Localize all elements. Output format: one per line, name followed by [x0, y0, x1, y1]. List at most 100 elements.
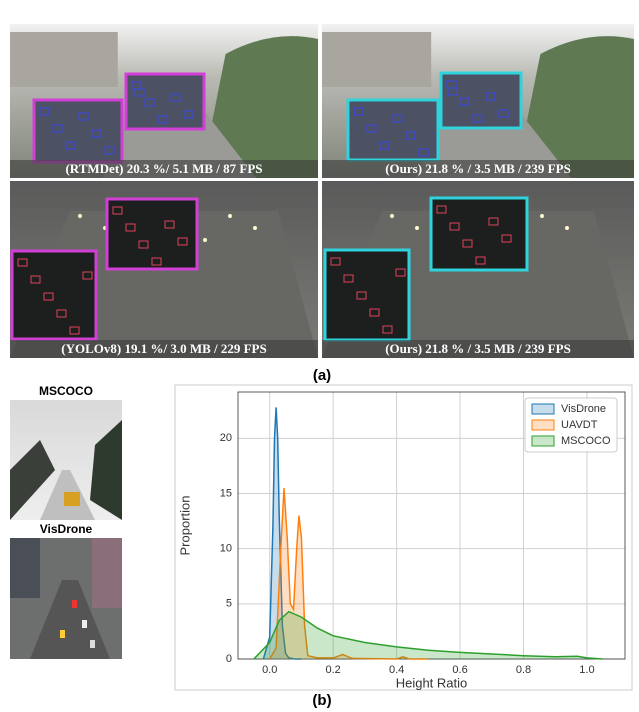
- y-axis-label: Proportion: [177, 496, 192, 556]
- detection-box: [418, 148, 429, 157]
- zoom-inset: [32, 98, 124, 164]
- detection-box: [330, 257, 341, 266]
- legend-swatch: [531, 435, 555, 447]
- zoom-inset: [346, 98, 440, 162]
- detection-box: [17, 258, 28, 267]
- detection-image: (RTMDet) 20.3 %/ 5.1 MB / 87 FPS: [10, 24, 318, 179]
- zoom-inset: [124, 72, 206, 131]
- detection-box: [183, 110, 194, 119]
- detection-box: [369, 308, 380, 317]
- detection-box: [78, 112, 89, 121]
- light: [565, 226, 569, 230]
- x-tick-label: 0.0: [262, 664, 277, 676]
- visdrone-image: [10, 538, 122, 659]
- light: [253, 226, 257, 230]
- x-tick-label: 0.8: [516, 664, 531, 676]
- detection-box: [56, 309, 67, 318]
- y-tick-label: 0: [226, 653, 232, 665]
- light: [78, 214, 82, 218]
- detection-box: [91, 129, 102, 138]
- detection-box: [485, 92, 496, 101]
- detection-box: [405, 131, 416, 140]
- caption-band: [10, 340, 318, 358]
- detection-box: [69, 326, 80, 335]
- density-area: [269, 488, 429, 659]
- detection-box: [65, 141, 76, 150]
- density-area: [263, 407, 302, 659]
- detection-box: [30, 275, 41, 284]
- detection-box: [343, 274, 354, 283]
- detection-box: [475, 256, 486, 265]
- buildings: [10, 32, 118, 87]
- detection-box: [395, 268, 406, 277]
- legend-label: MSCOCO: [561, 435, 611, 447]
- panel-a: (RTMDet) 20.3 %/ 5.1 MB / 87 FPS (Ours) 2…: [10, 24, 634, 358]
- light: [390, 214, 394, 218]
- caption: (YOLOv8) 19.1 %/ 3.0 MB / 229 FPS: [61, 341, 266, 356]
- caption: (Ours) 21.8 % / 3.5 MB / 239 FPS: [385, 161, 571, 176]
- thumb-title: VisDrone: [40, 522, 93, 536]
- caption: (RTMDet) 20.3 %/ 5.1 MB / 87 FPS: [65, 161, 262, 176]
- detection-box: [104, 146, 115, 155]
- y-tick-label: 15: [220, 487, 232, 499]
- detection-box: [498, 109, 509, 118]
- detection-box: [43, 292, 54, 301]
- detection-image: (Ours) 21.8 % / 3.5 MB / 239 FPS: [322, 24, 634, 179]
- detection-box: [382, 325, 393, 334]
- x-tick-label: 1.0: [579, 664, 594, 676]
- detection-box: [366, 124, 377, 133]
- chart: 0 5 10 15 20 0.0 0.2 0.4 0.6 0.8 1.0 VisDrone UAVDT M…: [177, 391, 626, 690]
- detection-box: [436, 205, 447, 214]
- detection-box: [170, 93, 181, 102]
- trees: [200, 36, 318, 179]
- panel-label: (b): [312, 692, 331, 709]
- density-line: [269, 487, 429, 660]
- caption-band: [322, 340, 634, 358]
- detection-box: [112, 206, 123, 215]
- zoom-inset: [429, 196, 529, 272]
- light: [415, 226, 419, 230]
- zoom-inset: [105, 197, 199, 271]
- x-tick-label: 0.2: [326, 664, 341, 676]
- detection-box: [138, 240, 149, 249]
- x-tick-label: 0.6: [452, 664, 467, 676]
- detection-box: [392, 114, 403, 123]
- detection-box: [52, 124, 63, 133]
- plot-frame: [237, 391, 626, 660]
- legend-swatch: [531, 419, 555, 431]
- detection-box: [459, 97, 470, 106]
- zoom-inset: [323, 248, 411, 342]
- detection-image: (Ours) 21.8 % / 3.5 MB / 239 FPS: [322, 181, 634, 358]
- density-area: [253, 611, 603, 659]
- detection-box: [39, 107, 50, 116]
- zoom-inset: [10, 249, 98, 341]
- mscoco-image: [10, 400, 122, 520]
- caption-band: [10, 160, 318, 178]
- detection-box: [447, 87, 458, 96]
- light: [228, 214, 232, 218]
- light: [203, 238, 207, 242]
- legend-swatch: [531, 403, 555, 415]
- legend-box: [524, 397, 618, 453]
- detection-box: [151, 257, 162, 266]
- caption: (Ours) 21.8 % / 3.5 MB / 239 FPS: [385, 341, 571, 356]
- detection-box: [462, 239, 473, 248]
- y-tick-label: 20: [220, 432, 232, 444]
- detection-box: [164, 220, 175, 229]
- detection-box: [356, 291, 367, 300]
- y-tick-label: 10: [220, 543, 232, 555]
- density-line: [253, 610, 603, 660]
- panel-label: (a): [313, 367, 331, 384]
- detection-box: [449, 222, 460, 231]
- detection-box: [125, 223, 136, 232]
- detection-box: [353, 107, 364, 116]
- detection-box: [501, 234, 512, 243]
- y-tick-label: 5: [226, 598, 232, 610]
- buildings: [322, 32, 432, 87]
- detection-box: [144, 98, 155, 107]
- x-tick-label: 0.4: [389, 664, 404, 676]
- zoom-inset: [439, 71, 523, 130]
- light: [540, 214, 544, 218]
- trees: [515, 36, 634, 179]
